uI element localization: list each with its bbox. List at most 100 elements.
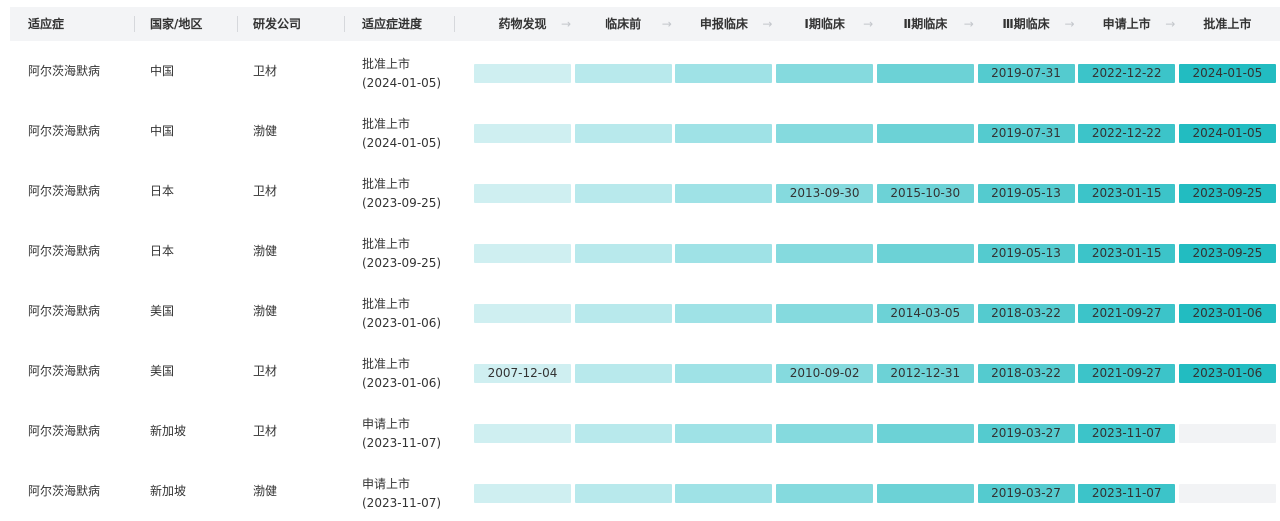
progress-date: (2023-09-25) xyxy=(362,256,442,270)
country-cell: 美国 xyxy=(150,364,175,378)
table-header: 适应症 国家/地区 研发公司 适应症进度 药物发现 → 临床前 → 申报临床 → Ⅰ期临床 →… xyxy=(10,7,1280,41)
stage-bar-4[interactable] xyxy=(776,124,874,143)
stage-bar-empty[interactable] xyxy=(1178,484,1276,503)
stage-bar-7[interactable]: 2023-01-15 xyxy=(1078,184,1176,203)
stage-bar-3[interactable] xyxy=(675,244,773,263)
table-row[interactable]: 阿尔茨海默病 美国 卫材 批准上市 (2023-01-06) 2007-12-04 2010… xyxy=(10,341,1280,401)
stage-bar-7[interactable]: 2023-11-07 xyxy=(1078,424,1176,443)
stage-bar-7[interactable]: 2022-12-22 xyxy=(1078,124,1176,143)
column-divider xyxy=(454,16,455,32)
stage-bar-1[interactable]: 2007-12-04 xyxy=(474,364,571,383)
stage-bar-7[interactable]: 2022-12-22 xyxy=(1078,64,1176,83)
stage-bar-5[interactable]: 2014-03-05 xyxy=(876,304,974,323)
progress-status: 批准上市 xyxy=(362,177,411,191)
stage-bar-2[interactable] xyxy=(574,424,672,443)
table-row[interactable]: 阿尔茨海默病 日本 卫材 批准上市 (2023-09-25) 2013-09-30 2015… xyxy=(10,161,1280,221)
stage-bar-5[interactable] xyxy=(876,484,974,503)
stage-bar-3[interactable] xyxy=(675,364,773,383)
indication-cell: 阿尔茨海默病 xyxy=(28,484,101,498)
stage-header-6: Ⅲ期临床 xyxy=(1002,17,1050,31)
stage-bar-empty[interactable] xyxy=(1178,424,1276,443)
stage-bar-3[interactable] xyxy=(675,304,773,323)
stage-bar-3[interactable] xyxy=(675,124,773,143)
stage-bar-2[interactable] xyxy=(574,244,672,263)
stage-bar-6[interactable]: 2019-05-13 xyxy=(977,184,1075,203)
stage-bar-6[interactable]: 2019-05-13 xyxy=(977,244,1075,263)
stage-bar-5[interactable] xyxy=(876,244,974,263)
table-row[interactable]: 阿尔茨海默病 中国 卫材 批准上市 (2024-01-05) 2019-07-31 2022… xyxy=(10,41,1280,101)
stage-bar-6[interactable]: 2019-03-27 xyxy=(977,424,1075,443)
column-header-company[interactable]: 研发公司 xyxy=(253,17,302,31)
stage-bar-2[interactable] xyxy=(574,484,672,503)
stage-bar-5[interactable]: 2015-10-30 xyxy=(876,184,974,203)
stage-header-7: 申请上市 xyxy=(1102,17,1151,31)
stage-bar-1[interactable] xyxy=(474,304,571,323)
column-header-indication[interactable]: 适应症 xyxy=(28,17,65,31)
stage-bar-8[interactable]: 2023-09-25 xyxy=(1178,184,1276,203)
stage-bar-2[interactable] xyxy=(574,364,672,383)
table-row[interactable]: 阿尔茨海默病 中国 渤健 批准上市 (2024-01-05) 2019-07-31 2022… xyxy=(10,101,1280,161)
table-row[interactable]: 阿尔茨海默病 美国 渤健 批准上市 (2023-01-06) 2014-03-05 2018… xyxy=(10,281,1280,341)
column-header-country[interactable]: 国家/地区 xyxy=(150,17,203,31)
column-divider xyxy=(134,16,135,32)
stage-bar-5[interactable] xyxy=(876,124,974,143)
company-cell: 渤健 xyxy=(253,124,278,138)
stage-bar-1[interactable] xyxy=(474,484,571,503)
stage-bar-4[interactable]: 2013-09-30 xyxy=(776,184,874,203)
stage-bar-5[interactable] xyxy=(876,64,974,83)
column-divider xyxy=(237,16,238,32)
stage-bar-8[interactable]: 2024-01-05 xyxy=(1178,64,1276,83)
arrow-right-icon: → xyxy=(863,17,874,31)
progress-date: (2023-11-07) xyxy=(362,496,442,510)
stage-bar-4[interactable]: 2010-09-02 xyxy=(776,364,874,383)
stage-bar-6[interactable]: 2019-07-31 xyxy=(977,64,1075,83)
stage-bar-1[interactable] xyxy=(474,124,571,143)
stage-bar-3[interactable] xyxy=(675,184,773,203)
arrow-right-icon: → xyxy=(762,17,773,31)
stage-bar-8[interactable]: 2024-01-05 xyxy=(1178,124,1276,143)
stage-bar-2[interactable] xyxy=(574,304,672,323)
stage-bar-1[interactable] xyxy=(474,244,571,263)
stage-bar-1[interactable] xyxy=(474,424,571,443)
country-cell: 日本 xyxy=(150,244,175,258)
stage-bar-8[interactable]: 2023-09-25 xyxy=(1178,244,1276,263)
stage-bar-2[interactable] xyxy=(574,184,672,203)
stage-bar-1[interactable] xyxy=(474,64,571,83)
stage-bar-3[interactable] xyxy=(675,484,773,503)
column-header-progress[interactable]: 适应症进度 xyxy=(362,17,423,31)
stage-bar-7[interactable]: 2023-01-15 xyxy=(1078,244,1176,263)
stage-bar-5[interactable] xyxy=(876,424,974,443)
stage-bar-5[interactable]: 2012-12-31 xyxy=(876,364,974,383)
progress-date: (2024-01-05) xyxy=(362,76,442,90)
stage-bar-3[interactable] xyxy=(675,424,773,443)
stage-bar-4[interactable] xyxy=(776,64,874,83)
indication-cell: 阿尔茨海默病 xyxy=(28,124,101,138)
stage-bar-4[interactable] xyxy=(776,484,874,503)
stage-bar-7[interactable]: 2021-09-27 xyxy=(1078,364,1176,383)
stage-bar-8[interactable]: 2023-01-06 xyxy=(1178,304,1276,323)
table-row[interactable]: 阿尔茨海默病 日本 渤健 批准上市 (2023-09-25) 2019-05-13 2023… xyxy=(10,221,1280,281)
progress-cell: 批准上市 (2023-01-06) xyxy=(362,355,441,393)
arrow-right-icon: → xyxy=(1165,17,1176,31)
stage-bar-7[interactable]: 2021-09-27 xyxy=(1078,304,1176,323)
company-cell: 卫材 xyxy=(253,184,278,198)
stage-bar-3[interactable] xyxy=(675,64,773,83)
stage-bar-4[interactable] xyxy=(776,304,874,323)
stage-bar-6[interactable]: 2018-03-22 xyxy=(977,364,1075,383)
stage-bar-4[interactable] xyxy=(776,244,874,263)
stage-bar-7[interactable]: 2023-11-07 xyxy=(1078,484,1176,503)
stage-bar-2[interactable] xyxy=(574,64,672,83)
progress-date: (2023-11-07) xyxy=(362,436,442,450)
stage-bar-4[interactable] xyxy=(776,424,874,443)
table-row[interactable]: 阿尔茨海默病 新加坡 渤健 申请上市 (2023-11-07) 2019-03-27 202… xyxy=(10,461,1280,521)
stage-bar-6[interactable]: 2019-07-31 xyxy=(977,124,1075,143)
stage-bar-2[interactable] xyxy=(574,124,672,143)
stage-bar-8[interactable]: 2023-01-06 xyxy=(1178,364,1276,383)
table-row[interactable]: 阿尔茨海默病 新加坡 卫材 申请上市 (2023-11-07) 2019-03-27 202… xyxy=(10,401,1280,461)
stage-bar-1[interactable] xyxy=(474,184,571,203)
progress-date: (2023-09-25) xyxy=(362,196,442,210)
stage-bar-6[interactable]: 2019-03-27 xyxy=(977,484,1075,503)
company-cell: 卫材 xyxy=(253,64,278,78)
indication-cell: 阿尔茨海默病 xyxy=(28,364,101,378)
stage-bar-6[interactable]: 2018-03-22 xyxy=(977,304,1075,323)
